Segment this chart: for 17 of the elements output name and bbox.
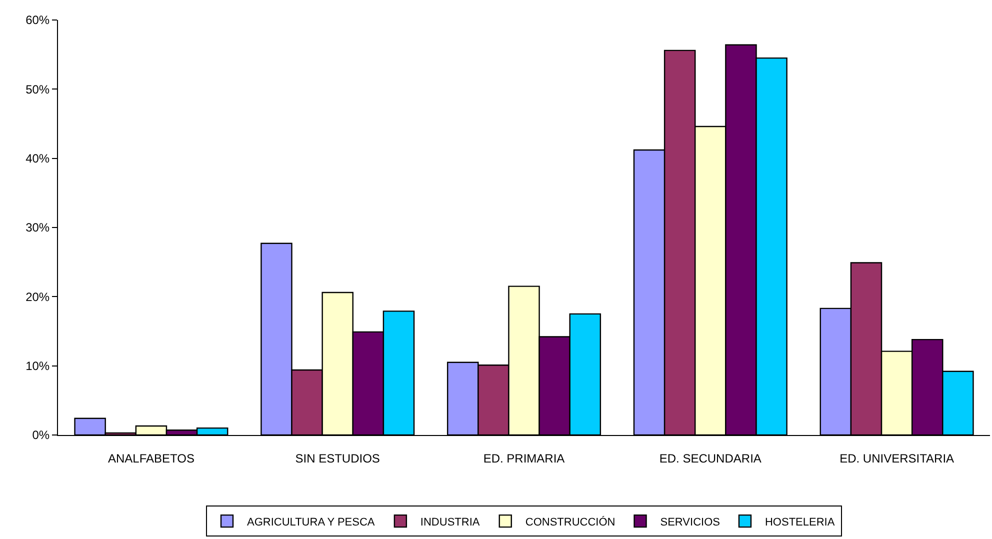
x-tick-label: ED. PRIMARIA: [483, 451, 565, 466]
legend-label: AGRICULTURA Y PESCA: [247, 516, 376, 528]
legend-label: SERVICIOS: [660, 516, 720, 528]
legend-label: HOSTELERIA: [764, 516, 836, 528]
y-tick-label: 10%: [26, 359, 50, 374]
x-tick-label: SIN ESTUDIOS: [295, 451, 380, 466]
y-tick-label: 50%: [26, 82, 50, 96]
y-tick-label: 30%: [26, 220, 50, 235]
y-tick-label: 60%: [26, 13, 50, 28]
y-tick-label: 40%: [26, 152, 50, 166]
legend-label: CONSTRUCCIÓN: [525, 515, 616, 528]
x-tick-label: ED. UNIVERSITARIA: [840, 451, 954, 466]
x-tick-label: ANALFABETOS: [108, 451, 194, 466]
legend-label: INDUSTRIA: [420, 516, 480, 528]
y-tick-label: 0%: [32, 428, 50, 442]
x-tick-label: ED. SECUNDARIA: [659, 451, 762, 466]
y-tick-label: 20%: [26, 290, 50, 304]
